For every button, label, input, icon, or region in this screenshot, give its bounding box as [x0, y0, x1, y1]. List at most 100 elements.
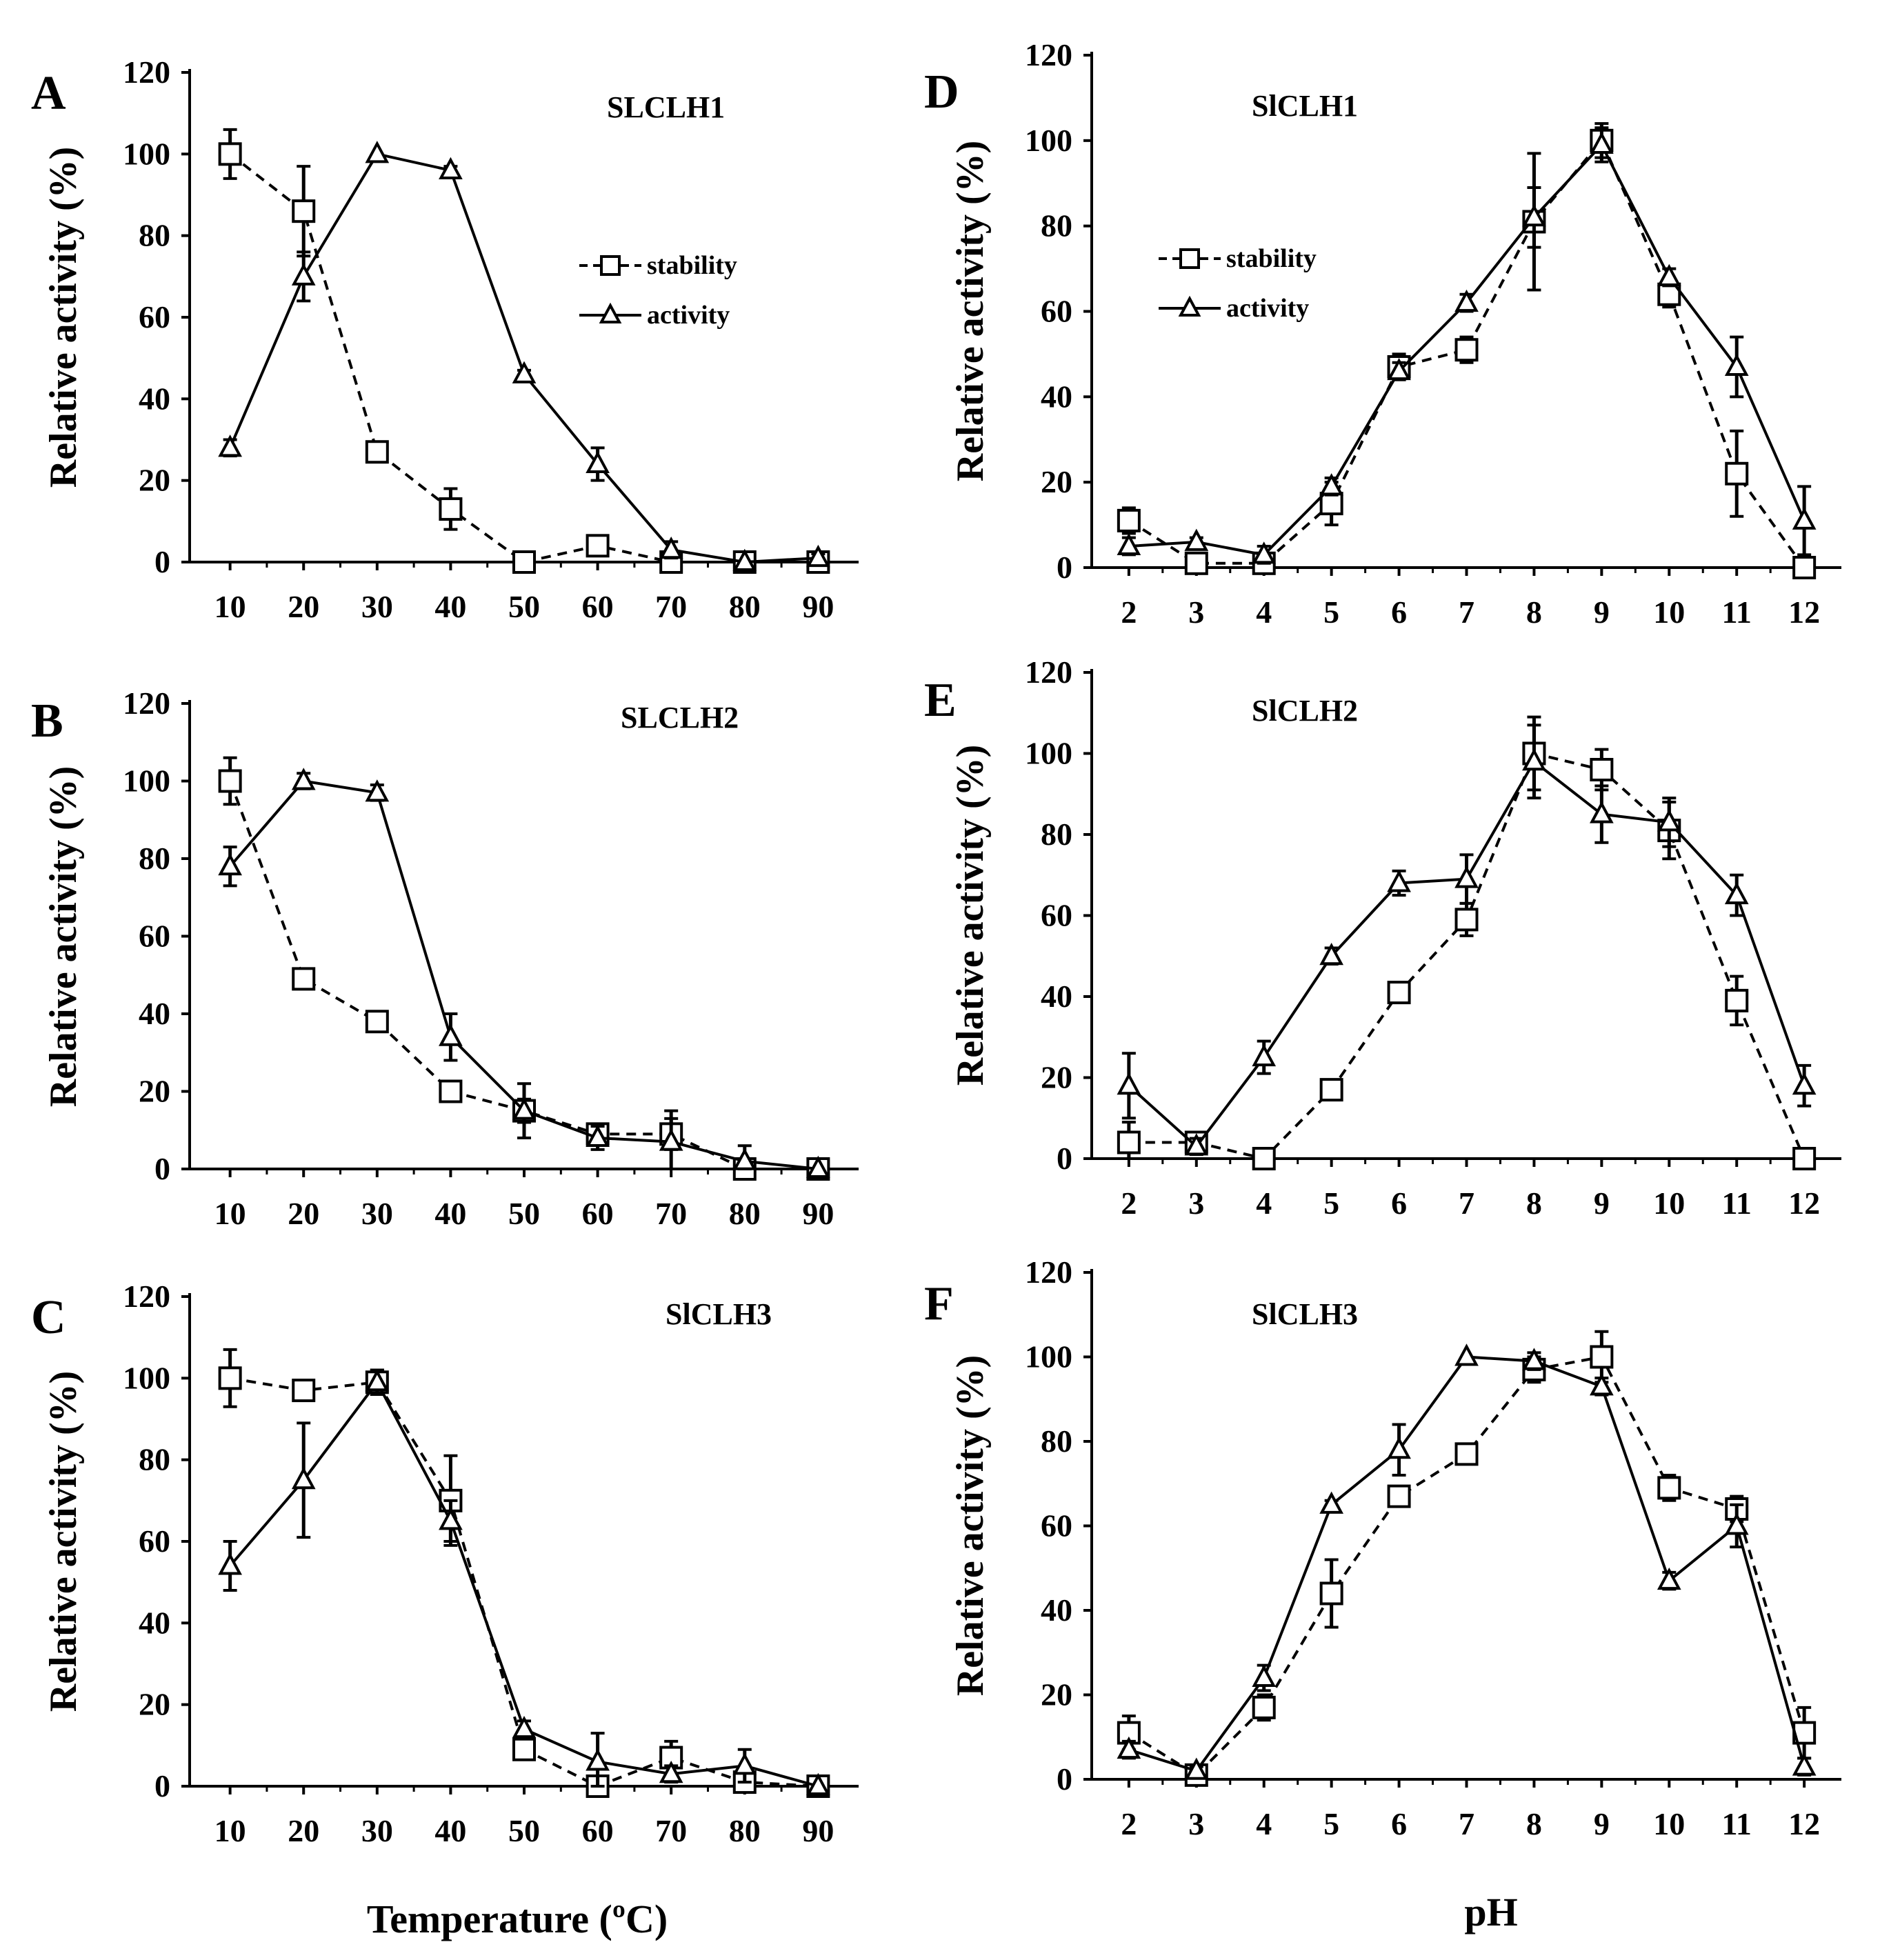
panel-c: 0 20 40 60 80 100 120 10 20 30 40 50 60 70 80 90 C SlCLH3…	[31, 1279, 859, 1848]
panel-d-x-tick-label: 4	[1256, 594, 1272, 630]
panel-a-y-tick-label: 80	[139, 218, 170, 253]
panel-a-legend-activity-marker	[599, 302, 622, 323]
panel-a-y-tick-label: 100	[123, 136, 170, 171]
ph-axis-label: pH	[1464, 1890, 1517, 1934]
panel-b-y-tick-label: 0	[154, 1151, 170, 1186]
panel-d-legend: stability activity	[1159, 244, 1317, 323]
panel-e-x-tick-label: 5	[1323, 1186, 1339, 1221]
panel-b-activity-point	[732, 1148, 757, 1170]
panel-f-x-tick-label: 3	[1188, 1806, 1204, 1841]
panel-f-activity-point	[1252, 1664, 1277, 1687]
panel-c-x-tick-label: 20	[288, 1813, 319, 1848]
panel-c-x-tick-label: 40	[434, 1813, 466, 1848]
panel-b-stability-point	[365, 1010, 389, 1034]
panel-c-x-tick-label: 70	[655, 1813, 687, 1848]
panel-e-activity-point	[1724, 881, 1749, 905]
panel-f-x-tick-label: 11	[1721, 1806, 1751, 1841]
panel-c-activity-point	[291, 1467, 316, 1490]
panel-a-activity-point	[512, 361, 537, 383]
panel-a-letter: A	[31, 67, 66, 120]
panel-a-legend-stability-label: stability	[647, 251, 737, 280]
panel-d-x-tick-label: 10	[1653, 594, 1685, 630]
panel-f-title: SlCLH3	[1252, 1297, 1358, 1331]
panel-e-activity-point	[1454, 866, 1479, 888]
panel-b-y-tick-label: 80	[139, 841, 170, 876]
panel-f-y-tick-label: 80	[1041, 1423, 1072, 1459]
panel-a: 0 20 40 60 80 100 120 10 20 30 40 50 60 70 80 90 A SLCLH1…	[31, 54, 859, 624]
panel-d-activity-point	[1454, 289, 1479, 312]
panel-c-activity-point	[732, 1752, 757, 1775]
panel-d-x-tick-label: 6	[1391, 594, 1407, 630]
panel-a-stability-point	[218, 142, 242, 166]
panel-e-y-tick-label: 60	[1041, 898, 1072, 933]
panel-a-y-tick-label: 0	[154, 544, 170, 579]
panel-f-y-tick-label: 100	[1025, 1339, 1072, 1374]
panel-d-activity-point	[1522, 204, 1546, 227]
panel-b-x-tick-label: 60	[582, 1196, 614, 1231]
panel-a-x-tick-label: 10	[214, 589, 246, 624]
panel-a-activity-point	[732, 548, 757, 571]
panel-f-y-tick-label: 120	[1025, 1254, 1072, 1290]
panel-c-y-tick-label: 20	[139, 1687, 170, 1722]
panel-a-legend: stability activity	[579, 251, 737, 330]
panel-f-activity-point	[1522, 1348, 1546, 1370]
panel-a-x-tick-label: 90	[802, 589, 834, 624]
panel-d-activity-point	[1319, 473, 1343, 496]
panel-b-series-activity	[218, 768, 830, 1178]
panel-e-series-stability	[1117, 715, 1817, 1170]
panel-e-x-tick-label: 4	[1256, 1186, 1272, 1221]
panel-b-x-tick-label: 30	[361, 1196, 393, 1231]
panel-d-series-activity	[1117, 126, 1817, 565]
panel-d-x-tick-label: 12	[1788, 594, 1820, 630]
panel-c-stability-point	[512, 1737, 536, 1761]
panel-e-stability-point	[1454, 908, 1479, 932]
panel-c-activity-point	[586, 1748, 610, 1771]
panel-f-stability-point	[1387, 1484, 1411, 1508]
panel-c-stability-point	[292, 1379, 316, 1403]
panel-e: 0 20 40 60 80 100 120 2 3 4 5 6 7 8 9 10 11 12 E SlCLH2 Rela…	[924, 654, 1841, 1221]
panel-c-y-tick-label: 100	[123, 1360, 170, 1395]
panel-f-stability-point	[1319, 1581, 1343, 1606]
panel-d-y-tick-label: 20	[1041, 464, 1072, 499]
panel-c-y-axis-label: Relative activity (%)	[42, 1371, 85, 1712]
panel-f-stability-point	[1657, 1476, 1681, 1500]
temperature-axis-label: Temperature (ºC)	[367, 1897, 668, 1941]
panel-a-x-tick-label: 80	[729, 589, 761, 624]
panel-a-stability-point	[365, 440, 389, 464]
panel-f-y-tick-label: 0	[1057, 1761, 1072, 1797]
panel-c-stability-point	[218, 1366, 242, 1390]
panel-c-series-activity	[218, 1368, 830, 1795]
panel-b-title: SLCLH2	[621, 701, 739, 734]
panel-c-activity-point	[439, 1508, 463, 1530]
panel-b-y-tick-label: 20	[139, 1074, 170, 1109]
panel-d-stability-point	[1725, 461, 1749, 486]
panel-e-title: SlCLH2	[1252, 694, 1358, 728]
panel-b-activity-point	[512, 1097, 537, 1120]
panel-b-x-tick-label: 40	[434, 1196, 466, 1231]
panel-f-activity-point	[1387, 1437, 1411, 1459]
panel-d-y-tick-label: 0	[1057, 550, 1072, 585]
panel-d-activity-point	[1590, 131, 1614, 154]
panel-e-stability-point	[1725, 988, 1749, 1012]
panel-c-activity-point	[512, 1715, 537, 1739]
panel-f-x-tick-label: 6	[1391, 1806, 1407, 1841]
panel-b-activity-point	[586, 1124, 610, 1147]
panel-d-legend-activity-label: activity	[1226, 294, 1309, 323]
panel-a-stability-point	[439, 497, 463, 521]
panel-f-x-tick-label: 5	[1323, 1806, 1339, 1841]
panel-e-y-tick-label: 120	[1025, 654, 1072, 690]
panel-e-stability-point	[1792, 1147, 1817, 1170]
panel-e-x-tick-label: 8	[1526, 1186, 1542, 1221]
panel-c-x-tick-label: 80	[729, 1813, 761, 1848]
panel-d-x-tick-label: 11	[1721, 594, 1751, 630]
panel-a-stability-point	[292, 199, 316, 223]
panel-c-y-tick-label: 120	[123, 1279, 170, 1314]
panel-f-x-tick-label: 4	[1256, 1806, 1272, 1841]
panel-a-y-tick-label: 120	[123, 54, 170, 90]
panel-d-legend-stability-marker	[1179, 248, 1200, 269]
panel-a-activity-point	[806, 544, 830, 568]
panel-f-letter: F	[924, 1277, 954, 1330]
panel-c-x-tick-label: 60	[582, 1813, 614, 1848]
panel-c-y-tick-label: 80	[139, 1442, 170, 1477]
